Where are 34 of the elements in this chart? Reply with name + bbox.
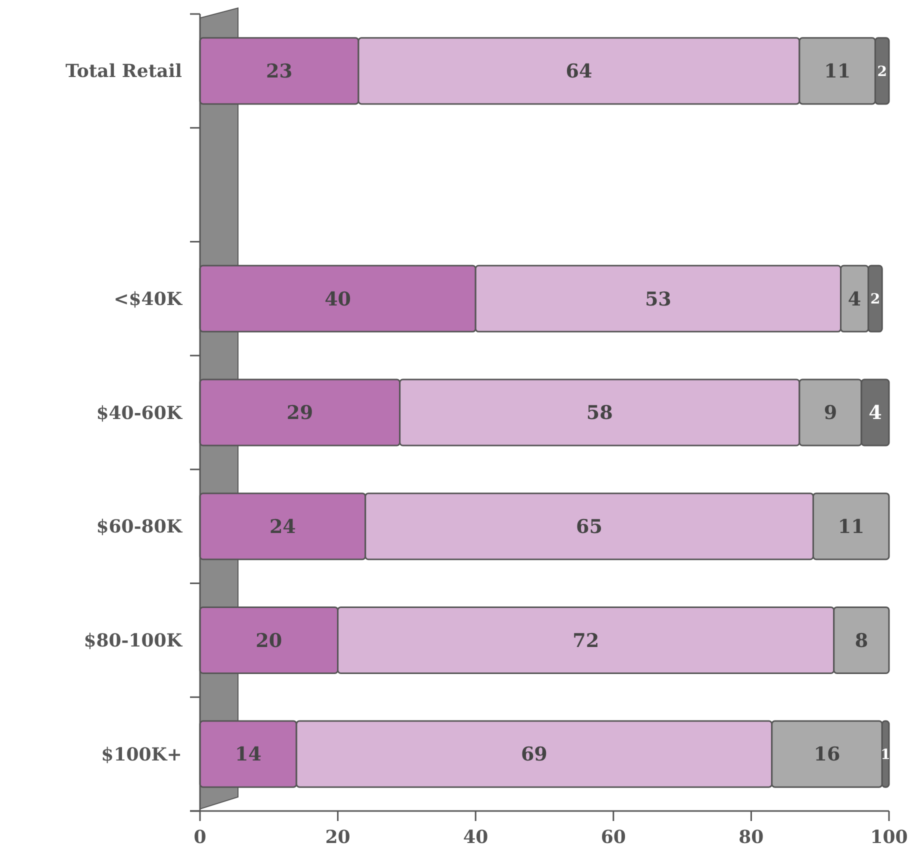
data-label: 72 (572, 630, 600, 652)
x-tick-label: 0 (194, 827, 206, 848)
data-label: 53 (644, 288, 672, 310)
y-tick-label: <$40K (114, 288, 184, 310)
data-label: 40 (324, 288, 352, 310)
y-tick-label: $100K+ (101, 744, 182, 766)
data-label: 2 (870, 292, 880, 308)
data-label: 29 (286, 402, 314, 424)
data-label: 11 (824, 60, 851, 83)
data-label: 64 (566, 60, 592, 83)
data-label: 4 (848, 288, 862, 310)
x-tick-label: 80 (738, 827, 764, 848)
data-label: 24 (269, 516, 296, 538)
data-label: 1 (880, 746, 890, 763)
data-label: 65 (576, 516, 603, 538)
data-label: 9 (824, 402, 838, 424)
x-tick-label: 20 (325, 827, 350, 848)
y-tick-label: $80-100K (84, 630, 184, 652)
y-tick-label: $40-60K (96, 402, 184, 424)
x-tick-label: 40 (463, 827, 488, 848)
data-label: 16 (814, 744, 840, 766)
data-label: 23 (266, 60, 292, 83)
data-label: 11 (838, 516, 864, 538)
x-tick-label: 60 (600, 827, 626, 848)
data-label: 20 (256, 630, 282, 652)
data-label: 2 (877, 64, 887, 80)
y-tick-label: $60-80K (96, 516, 184, 538)
data-label: 69 (520, 744, 548, 766)
x-tick-label: 100 (870, 827, 908, 848)
data-label: 58 (586, 402, 613, 424)
data-label: 8 (854, 630, 868, 652)
data-label: 14 (235, 744, 262, 766)
data-label: 4 (868, 402, 882, 424)
y-tick-label: Total Retail (66, 61, 182, 82)
